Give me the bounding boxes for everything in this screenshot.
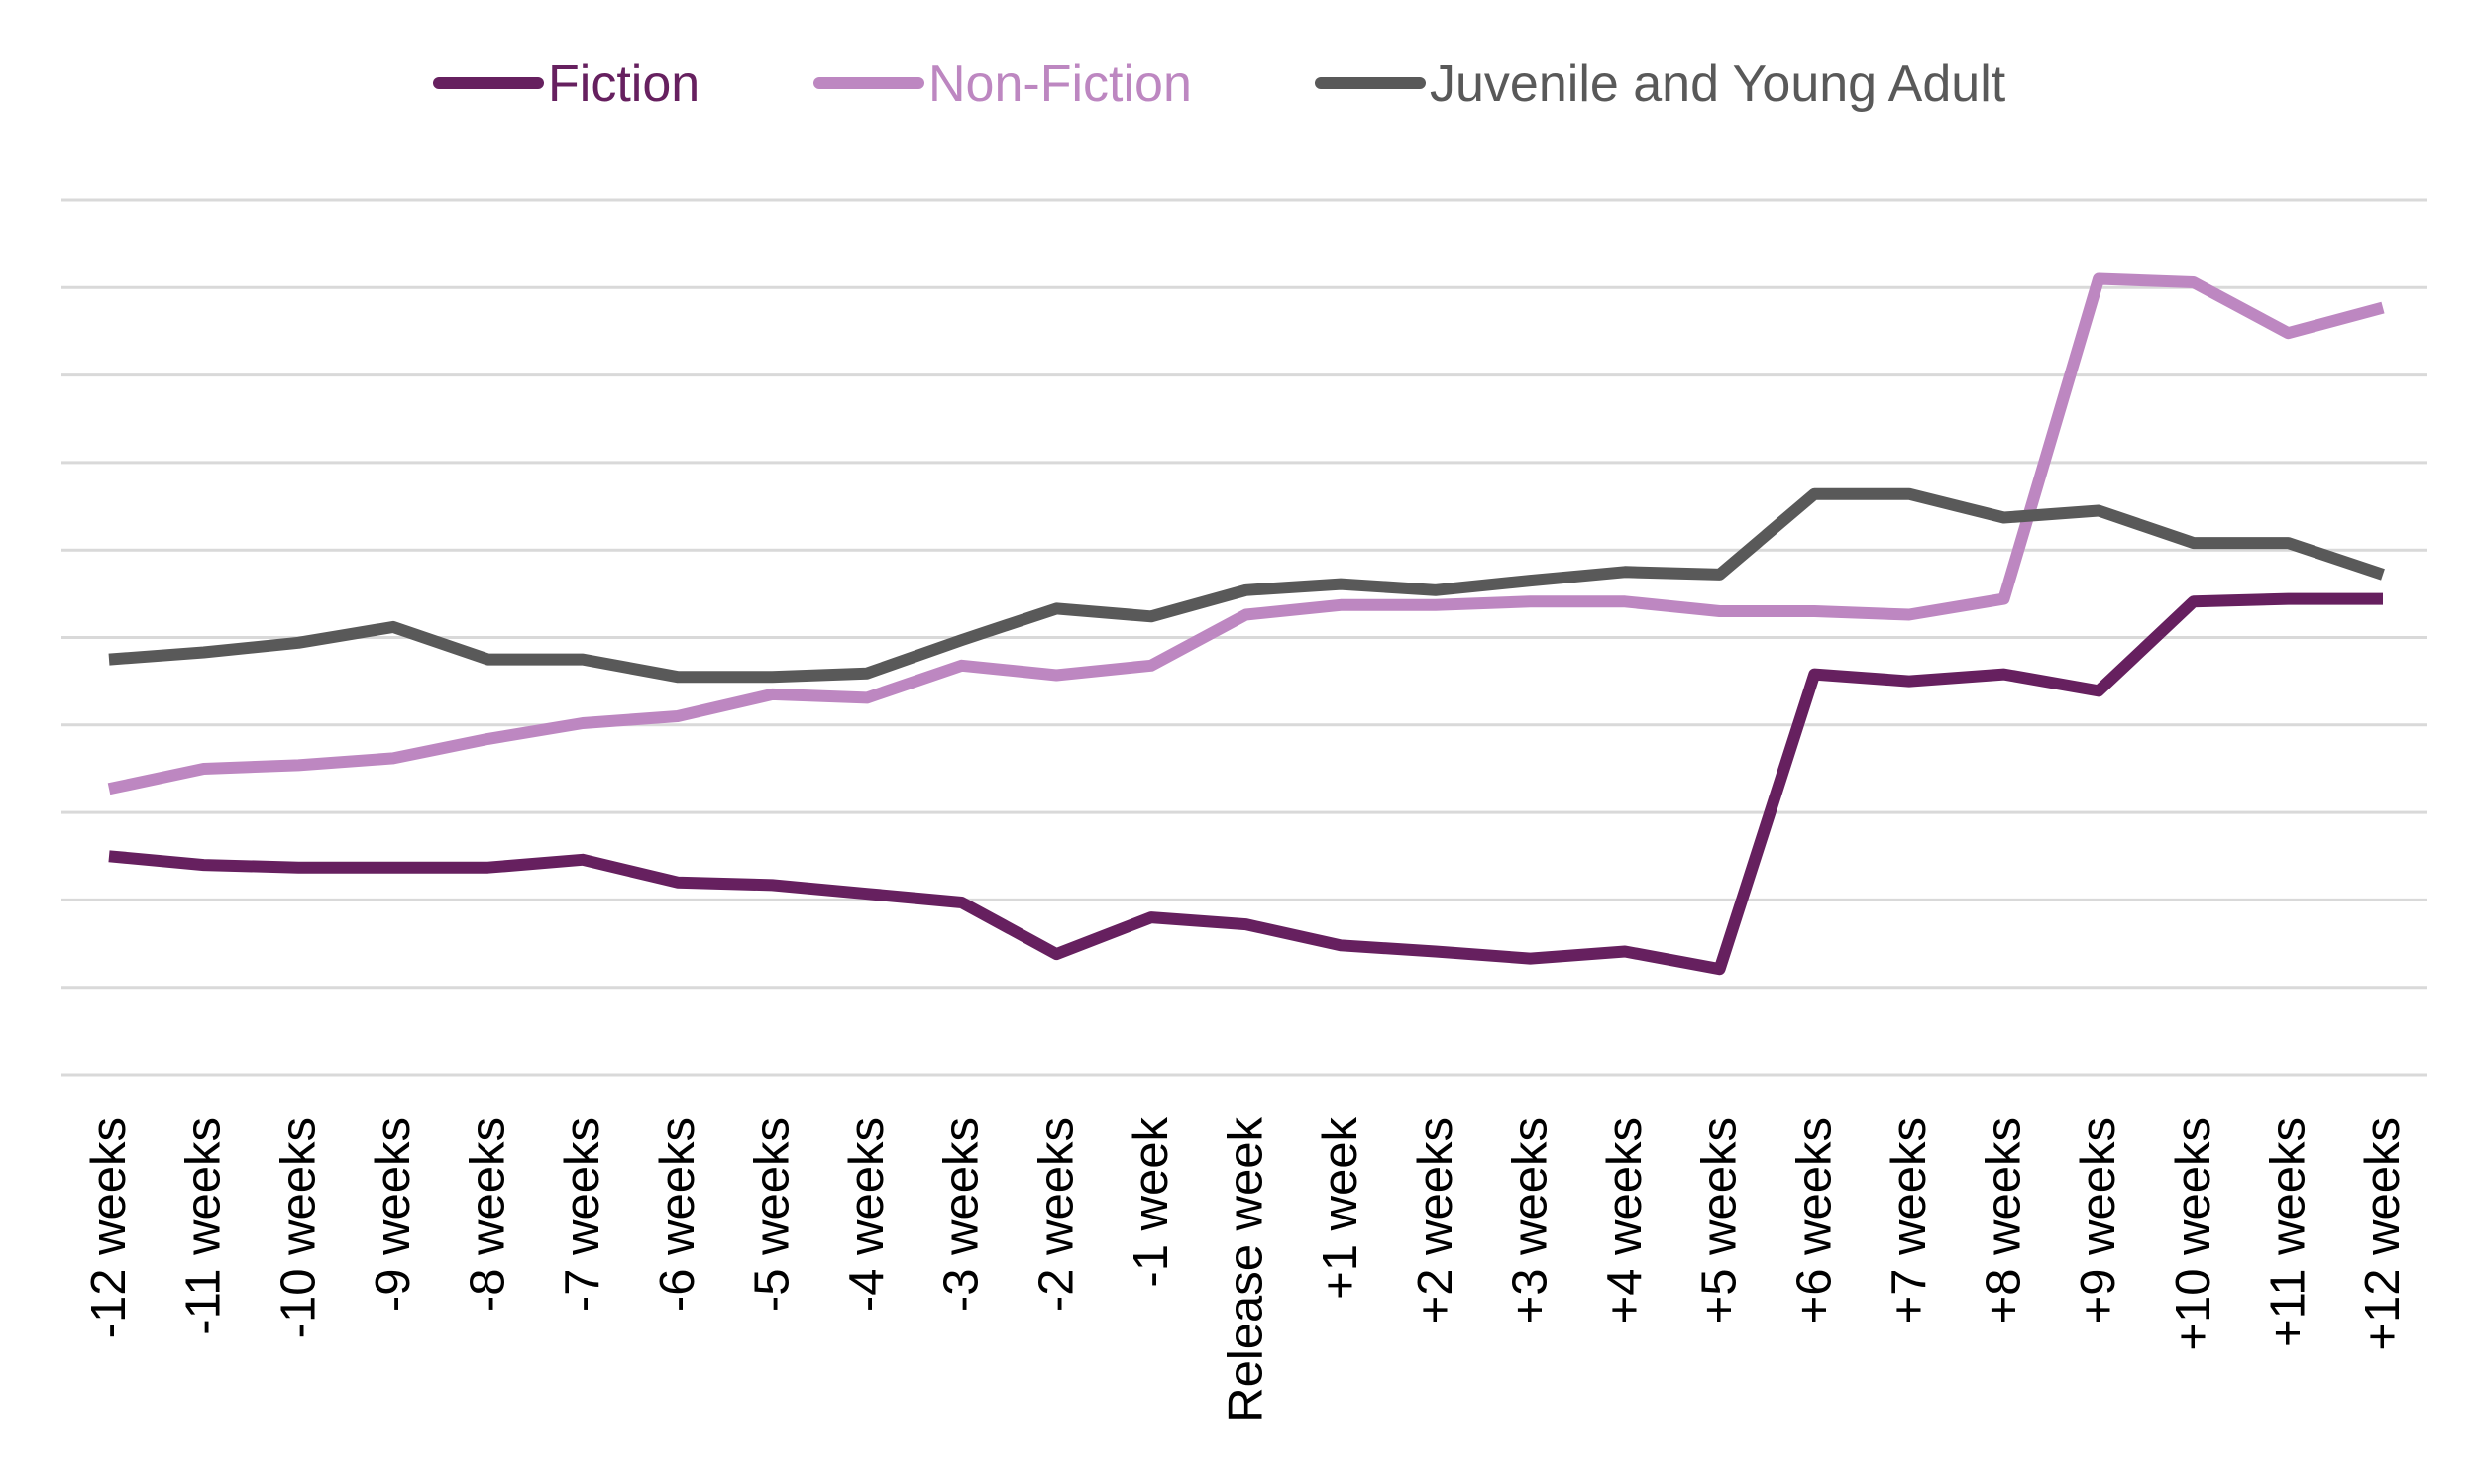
x-tick-label: +8 weeks (1978, 1117, 2031, 1324)
x-tick-label: +10 weeks (2167, 1117, 2220, 1351)
x-tick-label: Release week (1220, 1117, 1273, 1423)
x-tick-label: -9 weeks (367, 1117, 420, 1312)
x-tick-label: +11 weeks (2261, 1117, 2315, 1347)
x-tick-label: -5 weeks (745, 1117, 799, 1312)
x-tick-label: -8 weeks (462, 1117, 515, 1312)
series-line-fiction (108, 592, 2383, 976)
x-tick-label: -10 weeks (271, 1117, 325, 1338)
series-line-juvenile-and-young-adult (108, 487, 2385, 684)
x-tick-label: +9 weeks (2072, 1117, 2125, 1324)
series-line-non-fiction (107, 272, 2385, 795)
legend-item: Fiction (433, 55, 700, 113)
x-tick-label: -7 weeks (556, 1117, 609, 1312)
x-tick-label: +3 weeks (1503, 1117, 1557, 1324)
x-tick-label: +5 weeks (1693, 1117, 1747, 1324)
x-tick-label: -4 weeks (840, 1117, 894, 1312)
legend-label: Fiction (548, 55, 700, 113)
x-axis-tick-labels: -12 weeks -11 weeks -10 weeks -9 weeks -8 we… (82, 1117, 2410, 1423)
series-lines (107, 272, 2385, 976)
x-tick-label: -2 weeks (1029, 1117, 1083, 1312)
x-tick-label: +7 weeks (1883, 1117, 1936, 1324)
x-tick-label: +1 week (1314, 1117, 1367, 1300)
x-tick-label: +6 weeks (1787, 1117, 1841, 1324)
x-tick-label: -1 week (1125, 1117, 1178, 1288)
legend: Fiction Non-Fiction Juvenile and Young Adu… (433, 55, 2006, 113)
x-tick-label: +4 weeks (1598, 1117, 1652, 1324)
legend-item: Juvenile and Young Adult (1315, 55, 2006, 113)
legend-label: Juvenile and Young Adult (1430, 55, 2006, 113)
x-tick-label: +12 weeks (2356, 1117, 2410, 1351)
x-tick-label: -11 weeks (177, 1117, 231, 1335)
x-tick-label: +2 weeks (1409, 1117, 1462, 1324)
gridlines (61, 198, 2427, 1077)
x-tick-label: -3 weeks (935, 1117, 989, 1312)
x-tick-label: -12 weeks (82, 1117, 136, 1338)
legend-label: Non-Fiction (928, 55, 1192, 113)
x-tick-label: -6 weeks (651, 1117, 704, 1312)
legend-item: Non-Fiction (813, 55, 1192, 113)
